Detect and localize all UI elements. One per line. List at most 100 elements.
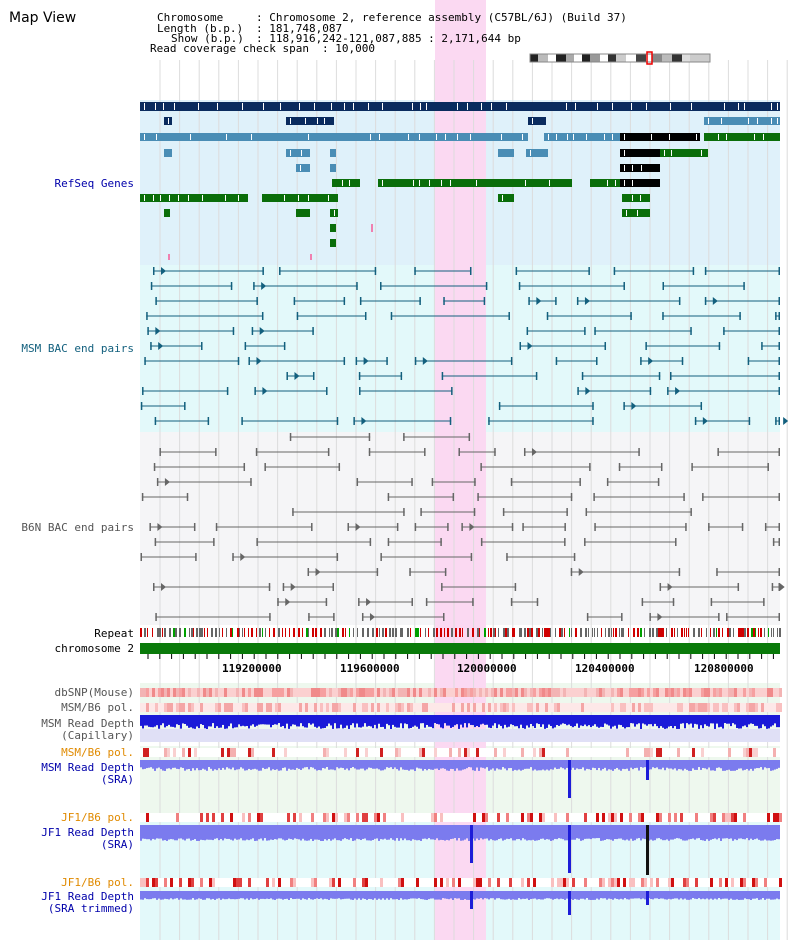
msm-bac-arrow (158, 342, 164, 350)
heat-cell (149, 703, 152, 712)
depth-bar (566, 825, 568, 841)
msm-bac-end (261, 312, 264, 320)
depth-bar (724, 760, 726, 771)
depth-bar (734, 760, 736, 771)
depth-bar (352, 891, 354, 900)
track-label-jf1-depth-sra[interactable]: JF1 Read Depth (SRA) (0, 827, 134, 851)
depth-bar (524, 760, 526, 769)
depth-bar (268, 891, 270, 900)
depth-bar (464, 715, 466, 724)
track-label-refseq[interactable]: RefSeq Genes (54, 177, 134, 190)
depth-bar (444, 715, 446, 724)
depth-bar (174, 891, 176, 899)
track-label-jf1-b6-pol-2[interactable]: JF1/B6 pol. (61, 876, 134, 889)
depth-bar (596, 891, 598, 899)
depth-bar (636, 825, 638, 839)
depth-bar (324, 760, 326, 769)
depth-bar (450, 715, 452, 728)
track-label-jf1-depth-trimmed[interactable]: JF1 Read Depth (SRA trimmed) (0, 891, 134, 915)
depth-bar (394, 891, 396, 900)
msm-bac-end (296, 312, 299, 320)
depth-bar (720, 715, 722, 727)
track-label-msm-b6-pol-1[interactable]: MSM/B6 pol. (61, 701, 134, 714)
depth-bar (296, 825, 298, 839)
track-label-chromosome[interactable]: chromosome 2 (54, 642, 134, 655)
track-label-dbsnp[interactable]: dbSNP(Mouse) (54, 686, 134, 699)
heat-cell (401, 688, 404, 697)
depth-bar (200, 760, 202, 771)
depth-bar (502, 825, 504, 841)
track-label-repeat[interactable]: Repeat (94, 627, 134, 640)
heat-cell (362, 688, 365, 697)
depth-bar (288, 715, 290, 729)
repeat-mark (623, 628, 624, 637)
heat-cell (527, 748, 530, 757)
depth-bar (778, 825, 780, 840)
b6n-bac-end (414, 523, 417, 531)
heat-cell (422, 703, 425, 712)
msm-bac-end (775, 417, 777, 425)
exon-gap (382, 180, 383, 186)
heat-cell (404, 703, 407, 712)
repeat-mark (531, 628, 533, 637)
track-label-jf1-b6-pol-1[interactable]: JF1/B6 pol. (61, 811, 134, 824)
depth-bar (214, 891, 216, 900)
depth-bar (360, 715, 362, 728)
heat-cell (296, 688, 299, 697)
heat-cell (299, 813, 302, 822)
repeat-mark (722, 628, 723, 637)
depth-bar (564, 825, 566, 841)
heat-cell (686, 703, 689, 712)
heat-cell (746, 703, 749, 712)
depth-bar (328, 891, 330, 900)
msm-bac-end (577, 387, 579, 395)
msm-bac-end (704, 267, 707, 275)
heat-cell (200, 813, 203, 822)
depth-bar (150, 715, 152, 728)
depth-bar (758, 760, 760, 769)
depth-bar (708, 825, 710, 841)
heat-cell (725, 878, 728, 887)
track-label-msm-b6-pol-2[interactable]: MSM/B6 pol. (61, 746, 134, 759)
depth-bar (230, 891, 232, 900)
heat-cell (497, 688, 500, 697)
heat-cell (191, 748, 194, 757)
heat-cell (569, 703, 572, 712)
exon-gap (317, 118, 318, 124)
heat-cell (356, 813, 359, 822)
depth-bar (358, 891, 360, 899)
depth-bar (330, 825, 332, 841)
depth-bar (224, 825, 226, 839)
heat-cell (245, 878, 248, 887)
heat-cell (470, 748, 473, 757)
depth-bar (246, 715, 248, 726)
depth-bar (228, 760, 230, 769)
depth-bar (744, 825, 746, 840)
depth-bar (308, 891, 310, 899)
track-label-b6n-bac[interactable]: B6N BAC end pairs (21, 521, 134, 534)
b6n-bac-end (594, 523, 596, 531)
depth-bar (564, 760, 566, 770)
b6n-bac-end (447, 523, 449, 531)
depth-bar (614, 825, 616, 840)
heat-cell (680, 748, 683, 757)
depth-bar (170, 825, 172, 840)
depth-bar (728, 825, 730, 839)
b6n-bac-arrow (157, 523, 163, 531)
track-label-msm-depth-sra[interactable]: MSM Read Depth (SRA) (0, 762, 134, 786)
depth-bar (572, 891, 574, 900)
heat-cell (227, 813, 230, 822)
depth-bar (280, 825, 282, 839)
track-label-msm-depth-capillary[interactable]: MSM Read Depth (Capillary) (0, 718, 134, 742)
track-label-msm-bac[interactable]: MSM BAC end pairs (21, 342, 134, 355)
gene (140, 102, 780, 111)
gene (330, 149, 336, 157)
depth-bar (734, 825, 736, 840)
depth-bar (656, 715, 658, 727)
heat-cell (752, 813, 755, 822)
heat-cell (599, 688, 602, 697)
repeat-mark (320, 628, 322, 637)
heat-cell (359, 688, 362, 697)
heat-cell (200, 688, 203, 697)
